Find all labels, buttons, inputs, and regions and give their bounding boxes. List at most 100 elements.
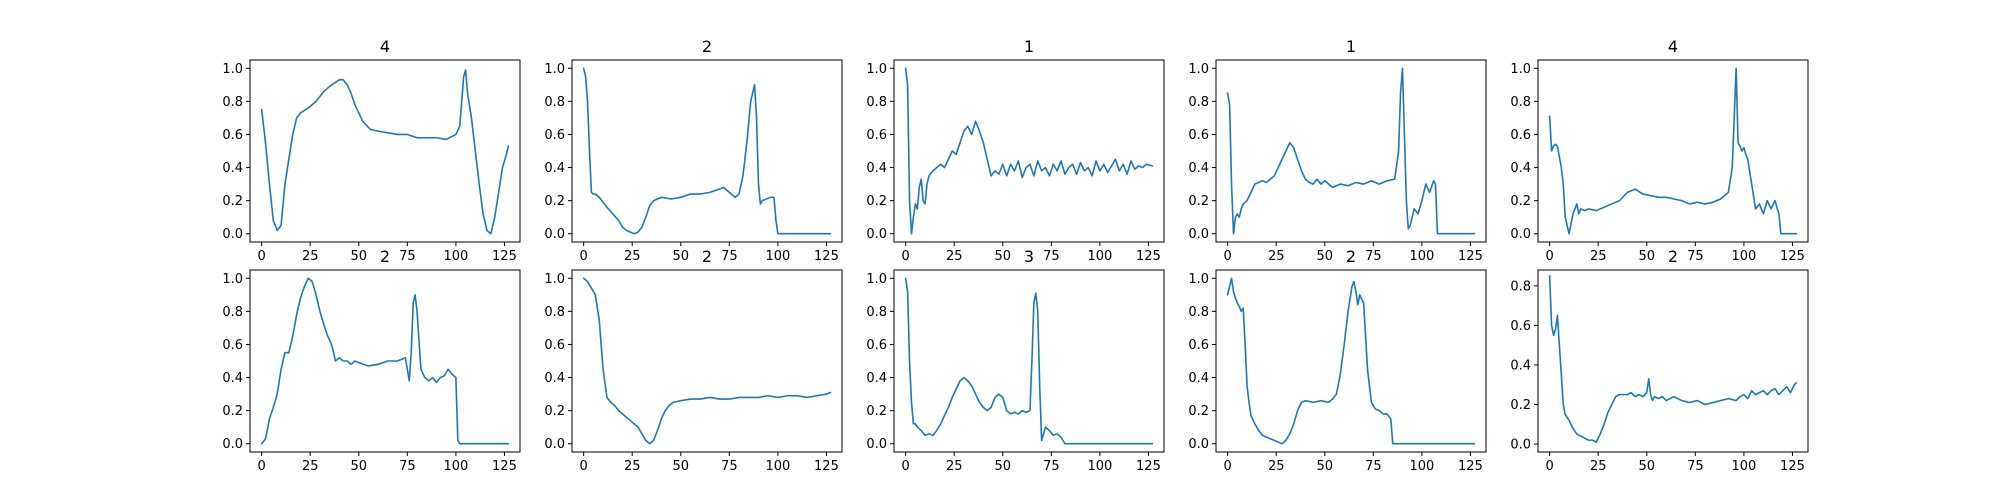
y-tick-label: 0.0 — [222, 227, 243, 242]
subplot-title: 2 — [1668, 247, 1678, 266]
y-tick-label: 0.0 — [1188, 437, 1209, 452]
x-tick-label: 50 — [673, 249, 690, 264]
x-tick-label: 25 — [1590, 249, 1607, 264]
x-tick-label: 50 — [995, 459, 1012, 474]
x-tick-label: 100 — [1731, 459, 1756, 474]
x-tick-label: 25 — [1268, 249, 1285, 264]
y-tick-label: 0.6 — [1510, 319, 1531, 334]
x-tick-label: 75 — [1365, 249, 1382, 264]
x-tick-label: 0 — [1546, 459, 1554, 474]
y-tick-label: 1.0 — [866, 272, 887, 287]
y-tick-label: 0.2 — [544, 194, 565, 209]
axes-frame — [571, 59, 843, 243]
series-line — [1548, 67, 1798, 235]
subplot-title: 2 — [702, 37, 712, 56]
y-tick-label: 0.8 — [544, 95, 565, 110]
y-tick-label: 0.8 — [866, 95, 887, 110]
y-tick-label: 0.0 — [1510, 227, 1531, 242]
y-tick-label: 0.2 — [1510, 194, 1531, 209]
y-tick-label: 0.2 — [222, 404, 243, 419]
y-tick-label: 0.4 — [866, 161, 887, 176]
subplot-7: 2 0 25 50 75 100 125 0.0 0.2 0.4 0.6 0.8 1.0 — [544, 247, 843, 474]
x-tick-label: 125 — [1136, 249, 1161, 264]
x-tick-label: 0 — [1546, 249, 1554, 264]
y-tick-label: 0.4 — [866, 371, 887, 386]
x-tick-label: 75 — [721, 459, 738, 474]
x-tick-label: 0 — [1224, 249, 1232, 264]
axes-frame — [893, 269, 1165, 453]
x-tick-label: 125 — [1458, 459, 1483, 474]
y-tick-label: 0.6 — [866, 128, 887, 143]
x-tick-label: 75 — [1365, 459, 1382, 474]
x-tick-label: 100 — [1409, 459, 1434, 474]
x-tick-label: 25 — [1268, 459, 1285, 474]
y-tick-label: 0.4 — [544, 161, 565, 176]
x-tick-label: 125 — [1780, 249, 1805, 264]
y-tick-label: 0.6 — [222, 338, 243, 353]
y-tick-label: 0.0 — [544, 227, 565, 242]
y-tick-label: 0.8 — [222, 95, 243, 110]
x-tick-label: 100 — [1087, 459, 1112, 474]
y-tick-label: 0.6 — [1188, 128, 1209, 143]
x-tick-label: 25 — [624, 459, 641, 474]
y-tick-label: 1.0 — [544, 62, 565, 77]
subplot-6: 2 0 25 50 75 100 125 0.0 0.2 0.4 0.6 0.8 1.0 — [222, 247, 521, 474]
y-tick-label: 0.6 — [544, 338, 565, 353]
subplot-5: 4 0 25 50 75 100 125 0.0 0.2 0.4 0.6 0.8 1.0 — [1510, 37, 1809, 264]
x-tick-label: 0 — [258, 249, 266, 264]
y-tick-label: 0.0 — [866, 227, 887, 242]
x-tick-label: 75 — [399, 249, 416, 264]
series-line — [1548, 275, 1798, 443]
x-tick-label: 100 — [1731, 249, 1756, 264]
subplot-8: 3 0 25 50 75 100 125 0.0 0.2 0.4 0.6 0.8 1.0 — [866, 247, 1165, 474]
y-tick-label: 0.4 — [1188, 371, 1209, 386]
series-line — [582, 277, 832, 445]
series-line — [260, 277, 510, 445]
subplot-title: 1 — [1346, 37, 1356, 56]
subplot-title: 4 — [1668, 37, 1678, 56]
x-tick-label: 100 — [1409, 249, 1434, 264]
x-tick-label: 50 — [1639, 459, 1656, 474]
x-tick-label: 125 — [492, 459, 517, 474]
axes-frame — [1215, 59, 1487, 243]
x-tick-label: 125 — [814, 249, 839, 264]
x-tick-label: 100 — [765, 459, 790, 474]
x-tick-label: 100 — [1087, 249, 1112, 264]
subplot-10: 2 0 25 50 75 100 125 0.0 0.2 0.4 0.6 0.8 — [1510, 247, 1809, 474]
x-tick-label: 75 — [721, 249, 738, 264]
y-tick-label: 0.6 — [544, 128, 565, 143]
x-tick-label: 100 — [765, 249, 790, 264]
x-tick-label: 50 — [1639, 249, 1656, 264]
y-tick-label: 1.0 — [222, 272, 243, 287]
y-tick-label: 1.0 — [1510, 62, 1531, 77]
subplot-title: 4 — [380, 37, 390, 56]
x-tick-label: 100 — [443, 459, 468, 474]
y-tick-label: 0.2 — [544, 404, 565, 419]
x-tick-label: 125 — [492, 249, 517, 264]
x-tick-label: 25 — [624, 249, 641, 264]
subplot-4: 1 0 25 50 75 100 125 0.0 0.2 0.4 0.6 0.8 1.0 — [1188, 37, 1487, 264]
y-tick-label: 1.0 — [1188, 272, 1209, 287]
series-line — [582, 67, 832, 235]
axes-frame — [249, 59, 521, 243]
y-tick-label: 1.0 — [1188, 62, 1209, 77]
y-tick-label: 0.6 — [1510, 128, 1531, 143]
x-tick-label: 0 — [902, 459, 910, 474]
x-tick-label: 25 — [302, 459, 319, 474]
x-tick-label: 125 — [1136, 459, 1161, 474]
y-tick-label: 1.0 — [866, 62, 887, 77]
x-tick-label: 125 — [814, 459, 839, 474]
x-tick-label: 50 — [1317, 249, 1334, 264]
subplot-2: 2 0 25 50 75 100 125 0.0 0.2 0.4 0.6 0.8 1.0 — [544, 37, 843, 264]
x-tick-label: 50 — [995, 249, 1012, 264]
y-tick-label: 0.8 — [222, 305, 243, 320]
subplot-title: 3 — [1024, 247, 1034, 266]
x-tick-label: 0 — [258, 459, 266, 474]
axes-frame — [249, 269, 521, 453]
axes-frame — [1537, 269, 1809, 453]
y-tick-label: 0.6 — [222, 128, 243, 143]
y-tick-label: 0.2 — [222, 194, 243, 209]
x-tick-label: 0 — [580, 459, 588, 474]
x-tick-label: 0 — [580, 249, 588, 264]
series-line — [904, 67, 1154, 235]
